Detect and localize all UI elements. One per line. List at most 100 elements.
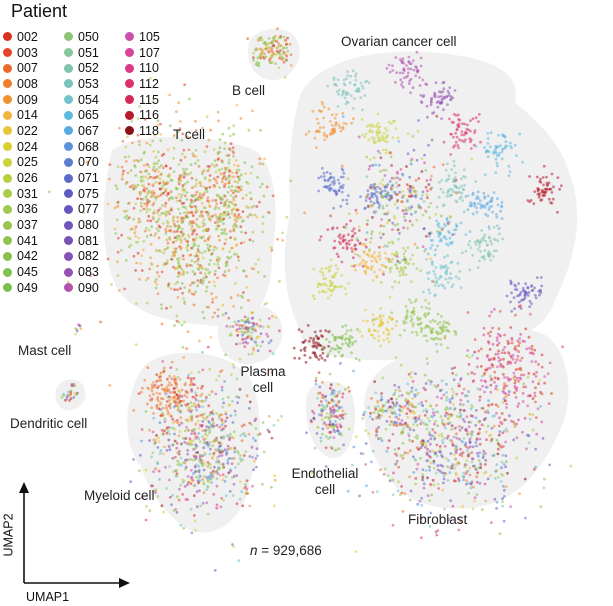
data-point bbox=[151, 168, 155, 172]
data-point bbox=[391, 286, 394, 289]
data-point bbox=[396, 193, 399, 196]
data-point bbox=[523, 477, 527, 481]
data-point bbox=[397, 447, 401, 450]
legend-swatch bbox=[3, 236, 12, 246]
data-point bbox=[196, 284, 200, 288]
data-point bbox=[457, 382, 461, 385]
data-point bbox=[146, 163, 149, 166]
data-point bbox=[467, 431, 470, 435]
data-point bbox=[175, 393, 179, 396]
data-point bbox=[252, 267, 256, 271]
data-point bbox=[332, 411, 336, 415]
data-point bbox=[393, 253, 396, 256]
data-point bbox=[106, 202, 110, 206]
data-point bbox=[439, 389, 442, 392]
data-point bbox=[338, 417, 342, 421]
data-point bbox=[519, 307, 523, 310]
data-point bbox=[185, 246, 189, 250]
data-point bbox=[458, 411, 462, 415]
data-point bbox=[442, 477, 446, 481]
data-point bbox=[364, 429, 367, 432]
data-point bbox=[329, 383, 333, 387]
data-point bbox=[310, 471, 314, 475]
data-point bbox=[188, 283, 192, 287]
data-point bbox=[224, 424, 227, 428]
data-point bbox=[219, 197, 223, 201]
data-point bbox=[347, 337, 351, 341]
data-point bbox=[366, 219, 369, 222]
data-point bbox=[528, 299, 532, 303]
data-point bbox=[150, 389, 154, 393]
data-point bbox=[383, 467, 387, 471]
data-point bbox=[328, 183, 332, 187]
data-point bbox=[389, 270, 392, 274]
data-point bbox=[312, 417, 316, 421]
data-point bbox=[222, 427, 225, 431]
data-point bbox=[166, 400, 169, 403]
data-point bbox=[409, 62, 413, 66]
data-point bbox=[530, 344, 534, 348]
data-point bbox=[180, 267, 183, 271]
data-point bbox=[428, 499, 432, 502]
data-point bbox=[417, 391, 420, 395]
data-point bbox=[156, 292, 160, 295]
data-point bbox=[250, 205, 254, 209]
data-point bbox=[155, 227, 159, 231]
data-point bbox=[542, 164, 546, 168]
data-point bbox=[351, 69, 355, 73]
data-point bbox=[176, 224, 180, 227]
data-point bbox=[268, 46, 272, 49]
data-point bbox=[436, 230, 439, 233]
data-point bbox=[466, 194, 470, 198]
data-point bbox=[144, 468, 148, 472]
data-point bbox=[454, 140, 458, 144]
data-point bbox=[453, 366, 456, 369]
data-point bbox=[194, 422, 198, 426]
data-point bbox=[322, 405, 326, 409]
data-point bbox=[179, 238, 183, 242]
data-point bbox=[175, 419, 179, 422]
data-point bbox=[177, 271, 181, 274]
data-point bbox=[174, 267, 177, 270]
data-point bbox=[147, 387, 151, 391]
data-point bbox=[441, 441, 445, 445]
data-point bbox=[509, 326, 513, 329]
data-point bbox=[372, 192, 375, 196]
data-point bbox=[201, 501, 205, 505]
data-point bbox=[493, 307, 496, 311]
data-point bbox=[259, 56, 263, 60]
data-point bbox=[162, 510, 166, 514]
data-point bbox=[336, 78, 340, 82]
data-point bbox=[398, 413, 401, 417]
data-point bbox=[354, 208, 358, 212]
data-point bbox=[440, 117, 443, 121]
data-point bbox=[276, 27, 279, 31]
data-point bbox=[423, 249, 426, 253]
data-point bbox=[157, 209, 160, 212]
data-point bbox=[217, 259, 220, 263]
data-point bbox=[200, 213, 204, 217]
data-point bbox=[451, 463, 455, 466]
data-point bbox=[467, 420, 471, 424]
data-point bbox=[492, 237, 496, 241]
data-point bbox=[144, 227, 148, 230]
data-point bbox=[178, 263, 181, 267]
data-point bbox=[391, 412, 395, 415]
data-point bbox=[320, 418, 324, 421]
data-point bbox=[513, 143, 517, 147]
data-point bbox=[317, 358, 321, 361]
data-point bbox=[164, 210, 168, 214]
data-point bbox=[440, 178, 444, 182]
data-point bbox=[452, 112, 456, 116]
data-point bbox=[197, 370, 201, 374]
data-point bbox=[446, 254, 449, 257]
data-point bbox=[332, 408, 336, 411]
data-point bbox=[340, 274, 343, 277]
data-point bbox=[177, 192, 181, 196]
data-point bbox=[450, 132, 453, 136]
data-point bbox=[241, 319, 245, 323]
data-point bbox=[396, 260, 400, 263]
label-mast-cell: Mast cell bbox=[18, 343, 72, 358]
data-point bbox=[161, 184, 165, 188]
data-point bbox=[433, 422, 436, 426]
